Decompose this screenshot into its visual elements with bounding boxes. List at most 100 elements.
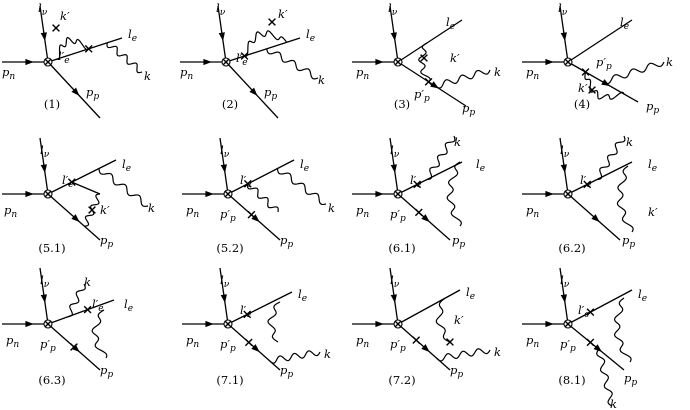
neutron-arrow (25, 58, 34, 66)
particle-label: lν (38, 1, 48, 18)
feynman-diagram: lν l′e le p′p pn pp k (7.1) (182, 267, 331, 387)
neutrino-arrow (560, 294, 567, 303)
particle-label: le (476, 157, 485, 174)
particle-label: p′p (414, 87, 430, 104)
diagram-caption: (5.1) (38, 241, 65, 255)
photon-attach-mark (412, 336, 421, 344)
diagram-caption: (3) (394, 97, 410, 111)
neutron-arrow (203, 58, 212, 66)
electron-line (227, 159, 295, 195)
virtual-photon-loop (56, 36, 90, 61)
particle-label: pp (450, 363, 463, 380)
proton-arrow (71, 214, 80, 223)
real-photon-k (602, 61, 665, 85)
particle-label: k (144, 69, 151, 83)
particle-label: pp (280, 233, 293, 250)
feynman-diagram: lν k le l′e p′p pn pp (6.1) (352, 135, 485, 255)
particle-label: k′ (454, 313, 464, 327)
photon-attach-mark (243, 179, 252, 188)
particle-label: pp (100, 233, 113, 250)
particle-label: p′p (220, 337, 236, 354)
particle-label: le (300, 157, 309, 174)
weak-vertex (393, 319, 403, 329)
photon-attach-mark (583, 180, 592, 189)
virtual-photon (91, 309, 108, 359)
particle-label: pn (526, 65, 539, 82)
proton-arrow (251, 344, 260, 353)
particle-label: k′ (60, 9, 70, 23)
particle-label: l′e (62, 173, 74, 190)
particle-label: k (328, 201, 335, 215)
electron-line (397, 161, 463, 195)
particle-label: lν (216, 1, 226, 18)
particle-label: k (626, 135, 633, 149)
particle-label: lν (40, 143, 50, 160)
electron-line (225, 37, 301, 63)
particle-label: pp (86, 85, 99, 102)
feynman-diagram: lν kl′e le p′p pn pp (6.3) (2, 267, 133, 387)
particle-label: p′p (220, 207, 236, 224)
particle-label: pn (356, 65, 369, 82)
virtual-photon (267, 301, 281, 343)
diagram-caption: (6.2) (558, 241, 585, 255)
electron-line (567, 19, 633, 63)
particle-label: l′e (240, 303, 252, 320)
electron-line (567, 289, 633, 325)
particle-label: l′e (58, 49, 70, 66)
electron-internal (71, 181, 101, 195)
particle-label: le (466, 285, 475, 302)
electron-line (227, 291, 293, 325)
particle-label: p′p (390, 337, 406, 354)
photon-attach-mark (52, 24, 60, 32)
particle-label: pn (2, 65, 15, 82)
particle-label: l′e (578, 303, 590, 320)
virtual-photon (446, 161, 462, 227)
proton-arrow (251, 214, 260, 223)
particle-label: p′p (40, 337, 56, 354)
weak-vertex (223, 319, 233, 329)
neutron-arrow (545, 320, 554, 328)
particle-label: k (324, 347, 331, 361)
particle-label: pn (356, 203, 369, 220)
photon-attach-mark (70, 343, 78, 351)
particle-label: lν (220, 273, 230, 290)
particle-label: k (318, 73, 325, 87)
diagram-caption: (5.2) (216, 241, 243, 255)
neutrino-arrow (40, 294, 47, 303)
electron-line (47, 37, 123, 63)
diagram-caption: (2) (222, 97, 238, 111)
weak-vertex (223, 189, 233, 199)
real-photon-k (435, 69, 491, 89)
electron-line (567, 161, 633, 195)
feynman-diagram: lν k′ le l′e pn pp k (2) (180, 1, 325, 119)
neutron-arrow (205, 320, 214, 328)
particle-label: pp (622, 233, 635, 250)
particle-label: lν (220, 143, 230, 160)
particle-label: pn (6, 333, 19, 350)
photon-attach-mark (247, 210, 256, 219)
feynman-diagram: lν le k′ p′p pn pp k (3) (352, 1, 501, 118)
particle-label: k′ (450, 51, 460, 65)
real-photon-k (596, 348, 613, 407)
neutron-arrow (375, 320, 384, 328)
proton-arrow (591, 214, 600, 223)
weak-vertex (563, 189, 573, 199)
virtual-photon (435, 298, 451, 343)
virtual-photon-loop (584, 71, 625, 100)
weak-vertex (393, 189, 403, 199)
particle-label: pp (624, 371, 637, 388)
particle-label: k (148, 201, 155, 215)
weak-vertex (563, 319, 573, 329)
electron-line (47, 159, 117, 195)
particle-label: lν (560, 273, 570, 290)
particle-label: pp (646, 99, 659, 116)
neutrino-arrow (40, 32, 47, 41)
particle-label: lν (390, 143, 400, 160)
particle-label: p′p (596, 55, 612, 72)
photon-attach-mark (588, 86, 596, 94)
neutron-arrow (25, 320, 34, 328)
particle-label: pp (462, 101, 475, 118)
particle-label: pn (186, 333, 199, 350)
particle-label: lν (558, 1, 568, 18)
proton-arrow (421, 344, 430, 353)
